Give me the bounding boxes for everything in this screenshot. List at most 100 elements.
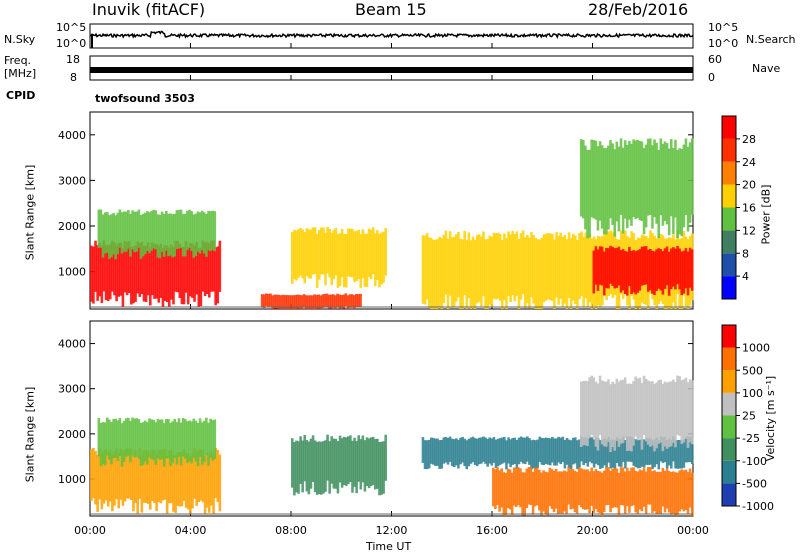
power-heat-cell: [509, 234, 512, 303]
power-heat-cell: [296, 294, 300, 309]
vel-heat-cell: [96, 454, 99, 512]
velocity-colorbar-swatch: [722, 392, 736, 416]
power-heat-cell: [127, 241, 131, 293]
power-heat-cell: [114, 215, 118, 260]
vel-heat-cell: [584, 380, 587, 446]
power-heat-cell: [154, 210, 158, 250]
vel-heat-cell: [632, 438, 636, 466]
vel-heat-cell: [634, 376, 637, 437]
velocity-colorbar-tick-label: -100: [742, 455, 767, 468]
power-heat-cell: [350, 294, 354, 308]
power-heat-cell: [290, 295, 293, 309]
vel-heat-cell: [576, 440, 579, 470]
vel-heat-cell: [586, 438, 590, 467]
vel-heat-cell: [669, 381, 673, 447]
power-heat-cell: [640, 246, 644, 286]
vel-heat-cell: [569, 469, 573, 510]
power-heat-cell: [108, 244, 112, 300]
vel-heat-cell: [502, 472, 506, 516]
vel-heat-cell: [463, 438, 466, 467]
power-yaxis-tick-label: 4000: [58, 129, 86, 142]
power-heat-cell: [690, 249, 694, 291]
vel-heat-cell: [613, 383, 617, 451]
power-heat-cell: [189, 242, 192, 297]
power-heat-cell: [605, 247, 608, 289]
vel-heat-cell: [135, 418, 139, 457]
power-heat-cell: [565, 239, 569, 309]
power-heat-cell: [152, 209, 155, 249]
power-heat-cell: [538, 239, 542, 309]
vel-heat-cell: [640, 470, 644, 512]
vel-heat-cell: [509, 439, 512, 468]
vel-heat-cell: [150, 419, 153, 460]
vel-heat-cell: [142, 450, 146, 503]
vel-heat-cell: [548, 438, 552, 466]
power-heat-cell: [448, 231, 452, 296]
vel-heat-cell: [661, 467, 665, 507]
power-heat-cell: [340, 295, 344, 309]
power-heat-cell: [649, 138, 652, 215]
vel-heat-cell: [517, 467, 520, 506]
power-heat-cell: [596, 249, 600, 291]
power-heat-cell: [446, 238, 450, 309]
power-heat-cell: [325, 293, 329, 307]
vel-heat-cell: [655, 382, 658, 449]
vel-heat-cell: [208, 455, 211, 513]
power-heat-cell: [199, 247, 203, 307]
power-heat-cell: [582, 236, 585, 307]
power-heat-cell: [142, 245, 146, 302]
power-heat-cell: [442, 234, 446, 304]
power-heat-cell: [134, 245, 137, 302]
vel-heat-cell: [197, 449, 201, 503]
vel-heat-cell: [130, 448, 133, 501]
power-heat-cell: [317, 230, 321, 280]
vel-heat-cell: [688, 468, 692, 508]
nsearch-tick-bottom: 10^0: [708, 37, 739, 50]
power-heat-cell: [588, 149, 591, 238]
vel-heat-cell: [603, 438, 606, 466]
vel-heat-cell: [340, 438, 344, 488]
power-heat-cell: [170, 244, 173, 300]
power-heat-cell: [210, 240, 213, 292]
power-heat-cell: [165, 245, 169, 303]
power-heat-cell: [159, 243, 163, 298]
power-heat-cell: [434, 239, 437, 309]
vel-heat-cell: [508, 469, 512, 510]
vel-heat-cell: [214, 447, 217, 498]
vel-heat-cell: [98, 448, 102, 500]
power-heat-cell: [680, 251, 684, 296]
power-heat-cell: [146, 242, 150, 296]
power-heat-cell: [124, 211, 128, 252]
power-heat-cell: [617, 146, 621, 232]
vel-heat-cell: [127, 448, 131, 499]
power-heat-cell: [150, 211, 153, 251]
vel-heat-cell: [122, 420, 126, 462]
power-heat-cell: [657, 149, 660, 239]
power-heat-cell: [361, 229, 365, 279]
vel-heat-cell: [680, 439, 684, 469]
velocity-colorbar-tick-label: -500: [742, 477, 767, 490]
power-heat-cell: [674, 248, 677, 290]
vel-heat-cell: [682, 439, 686, 468]
power-heat-cell: [100, 246, 104, 304]
power-colorbar-tick-label: 8: [742, 247, 749, 260]
power-heat-cell: [592, 140, 596, 219]
vel-heat-cell: [158, 419, 162, 460]
vel-heat-cell: [674, 472, 677, 516]
power-heat-cell: [184, 241, 188, 293]
power-heat-cell: [103, 212, 107, 254]
vel-heat-cell: [613, 468, 617, 508]
velocity-colorbar-swatch: [722, 460, 736, 484]
power-heat-cell: [288, 295, 291, 309]
power-heat-cell: [425, 233, 429, 300]
velocity-colorbar-swatch: [722, 347, 736, 371]
cpid-value: twofsound 3503: [95, 92, 195, 105]
vel-heat-cell: [586, 381, 589, 447]
vel-heat-cell: [311, 435, 315, 482]
vel-heat-cell: [427, 439, 431, 469]
power-heat-cell: [686, 251, 690, 296]
power-heat-cell: [306, 295, 310, 309]
vel-heat-cell: [137, 419, 141, 459]
power-heat-cell: [271, 295, 274, 309]
station-title: Inuvik (fitACF): [92, 0, 206, 19]
